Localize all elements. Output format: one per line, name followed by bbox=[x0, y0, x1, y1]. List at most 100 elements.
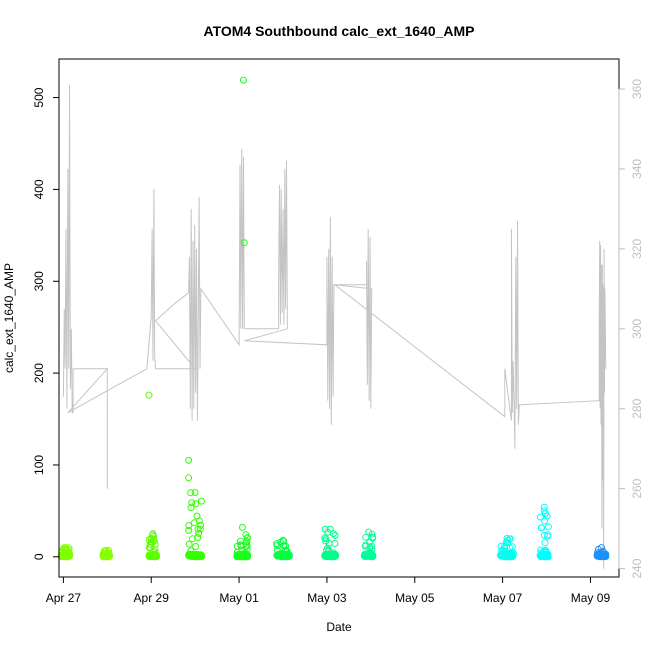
data-point bbox=[191, 489, 199, 496]
data-point bbox=[506, 544, 514, 552]
y2-tick-label: 340 bbox=[630, 159, 644, 179]
data-point bbox=[544, 523, 552, 531]
x-tick-label: Apr 27 bbox=[46, 591, 82, 605]
data-point bbox=[233, 548, 241, 556]
data-point bbox=[193, 512, 201, 520]
data-point bbox=[361, 542, 369, 550]
data-point bbox=[197, 521, 205, 529]
data-point bbox=[278, 551, 285, 559]
data-point bbox=[540, 552, 548, 560]
data-point bbox=[536, 513, 544, 521]
data-point bbox=[145, 544, 153, 552]
data-point bbox=[189, 535, 196, 543]
data-point bbox=[369, 534, 377, 542]
data-point bbox=[599, 548, 607, 556]
data-point bbox=[540, 531, 548, 539]
data-point bbox=[150, 537, 158, 545]
y2-tick-label: 300 bbox=[630, 318, 644, 338]
line-series-path bbox=[62, 84, 607, 569]
y-tick-label: 300 bbox=[32, 271, 46, 291]
outlier-point bbox=[185, 474, 193, 482]
data-point bbox=[187, 489, 195, 497]
data-point bbox=[331, 540, 339, 547]
data-point bbox=[322, 552, 330, 560]
x-axis: Apr 27 Apr 29 May 01 May 03 May 05 May 07 May … bbox=[46, 576, 611, 605]
y-tick-label: 500 bbox=[32, 87, 46, 107]
data-point bbox=[237, 542, 245, 550]
data-point bbox=[185, 526, 193, 534]
data-point bbox=[187, 504, 195, 512]
data-point bbox=[66, 551, 74, 559]
data-point bbox=[497, 542, 505, 550]
data-point bbox=[323, 551, 331, 559]
data-point bbox=[62, 544, 70, 552]
data-point bbox=[233, 552, 241, 560]
data-point bbox=[283, 548, 291, 556]
y2-tick-label: 260 bbox=[630, 478, 644, 498]
data-point bbox=[149, 530, 157, 538]
data-point bbox=[237, 537, 244, 545]
y2-tick-label: 240 bbox=[630, 558, 644, 578]
data-point bbox=[362, 533, 370, 541]
outlier-point bbox=[540, 503, 548, 511]
data-point bbox=[538, 524, 546, 532]
x-tick-label: May 01 bbox=[219, 591, 259, 605]
y2-axis: 240 260 280 300 320 340 360 bbox=[618, 79, 644, 579]
data-point bbox=[540, 507, 548, 515]
data-point bbox=[366, 543, 374, 551]
plot-frame bbox=[58, 58, 620, 578]
x-tick-label: May 05 bbox=[395, 591, 435, 605]
data-point bbox=[190, 519, 198, 527]
data-point bbox=[541, 539, 549, 547]
y-tick-label: 0 bbox=[32, 553, 46, 560]
data-point bbox=[196, 525, 204, 533]
data-point bbox=[193, 550, 201, 558]
outlier-point bbox=[240, 239, 248, 247]
data-point bbox=[146, 551, 154, 559]
outlier-point bbox=[240, 76, 247, 84]
data-point bbox=[102, 546, 110, 554]
secondary-line-series bbox=[62, 84, 607, 569]
data-point bbox=[321, 534, 329, 542]
y2-tick-label: 360 bbox=[630, 79, 644, 99]
y-axis-label: calc_ext_1640_AMP bbox=[2, 263, 16, 373]
y-tick-label: 400 bbox=[32, 179, 46, 199]
data-point bbox=[197, 497, 205, 505]
data-point bbox=[192, 543, 200, 550]
data-point bbox=[365, 528, 373, 536]
data-point bbox=[242, 543, 250, 551]
x-axis-label: Date bbox=[326, 620, 352, 634]
data-point bbox=[331, 531, 339, 539]
outlier-point bbox=[145, 391, 153, 399]
data-point bbox=[187, 551, 194, 559]
data-point bbox=[273, 546, 281, 554]
scatter-points bbox=[57, 76, 610, 561]
x-tick-label: May 09 bbox=[571, 591, 611, 605]
data-point bbox=[273, 542, 281, 549]
data-point bbox=[507, 551, 514, 559]
y2-tick-label: 280 bbox=[630, 398, 644, 418]
data-point bbox=[279, 536, 287, 544]
data-point bbox=[238, 523, 246, 531]
data-point bbox=[597, 544, 605, 552]
data-point bbox=[100, 553, 108, 561]
y-tick-label: 200 bbox=[32, 363, 46, 383]
data-point bbox=[192, 500, 200, 508]
data-point bbox=[150, 552, 158, 560]
y-tick-label: 100 bbox=[32, 455, 46, 475]
data-point bbox=[368, 552, 375, 559]
data-point bbox=[368, 551, 376, 559]
data-point bbox=[365, 551, 373, 559]
data-point bbox=[243, 534, 251, 542]
y-axis: 0 100 200 300 400 500 bbox=[32, 87, 60, 560]
data-point bbox=[185, 540, 193, 548]
data-point bbox=[194, 534, 202, 541]
data-point bbox=[185, 522, 193, 530]
data-point bbox=[541, 510, 549, 518]
x-tick-label: May 07 bbox=[483, 591, 523, 605]
data-point bbox=[498, 551, 506, 559]
data-point bbox=[330, 553, 337, 561]
chart-title: ATOM4 Southbound calc_ext_1640_AMP bbox=[204, 23, 475, 39]
x-tick-label: Apr 29 bbox=[134, 591, 170, 605]
data-point bbox=[241, 550, 249, 558]
